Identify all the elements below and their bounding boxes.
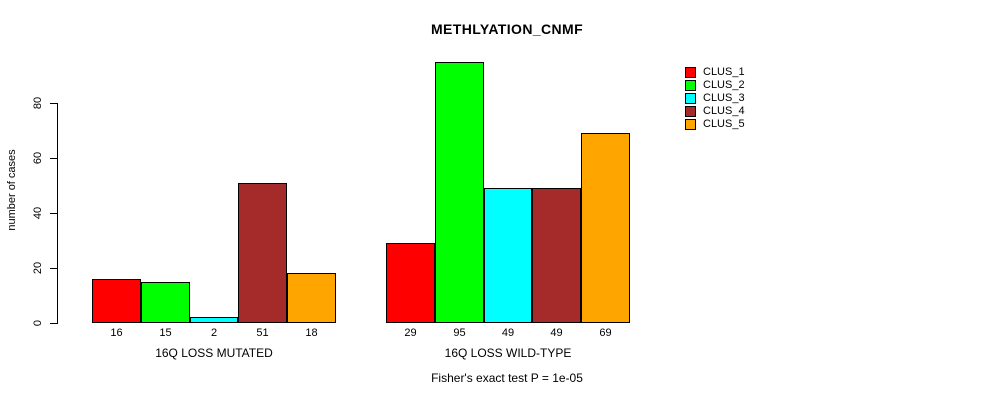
bar-value-label: 16 — [110, 327, 123, 339]
bar-clus_1-group1 — [92, 279, 141, 323]
legend-swatch-clus_4 — [685, 106, 696, 117]
legend-swatch-clus_1 — [685, 67, 696, 78]
bar-value-label: 69 — [599, 327, 612, 339]
y-axis-label: number of cases — [6, 149, 18, 231]
y-axis-tick-label: 60 — [32, 151, 44, 165]
x-group-label: 16Q LOSS WILD-TYPE — [444, 346, 572, 360]
bar-value-label: 15 — [159, 327, 172, 339]
bar-value-label: 49 — [501, 327, 515, 339]
legend-swatch-clus_5 — [685, 119, 696, 130]
legend-swatch-clus_2 — [685, 80, 696, 91]
y-axis-tick — [50, 268, 58, 269]
y-axis-tick — [50, 103, 58, 104]
bar-clus_3-group2 — [484, 188, 532, 323]
bar-value-label: 2 — [210, 327, 218, 339]
bar-value-label: 49 — [550, 327, 563, 339]
y-axis-tick-label: 0 — [32, 319, 44, 327]
legend-item-label: CLUS_3 — [703, 92, 745, 104]
bar-value-label: 29 — [404, 327, 417, 339]
bar-clus_2-group2 — [435, 62, 484, 323]
y-axis-tick-label: 80 — [32, 96, 44, 110]
bar-value-label: 18 — [305, 327, 318, 339]
legend-item-label: CLUS_1 — [703, 66, 745, 78]
bar-value-label: 95 — [453, 327, 466, 339]
legend-item-label: CLUS_5 — [703, 118, 745, 130]
bar-clus_3-group1 — [190, 317, 238, 323]
y-axis-tick — [50, 158, 58, 159]
bar-clus_2-group1 — [141, 282, 190, 323]
fisher-test-annotation: Fisher's exact test P = 1e-05 — [431, 371, 583, 385]
bar-clus_1-group2 — [386, 243, 435, 323]
bar-clus_5-group1 — [287, 273, 336, 323]
chart-title: METHLYATION_CNMF — [430, 21, 584, 37]
bar-clus_5-group2 — [581, 133, 630, 323]
legend-item-label: CLUS_4 — [703, 105, 745, 117]
y-axis-tick — [50, 323, 58, 324]
bar-clus_4-group2 — [532, 188, 581, 323]
x-group-label: 16Q LOSS MUTATED — [155, 346, 273, 360]
y-axis-tick — [50, 213, 58, 214]
legend-item-label: CLUS_2 — [703, 79, 745, 91]
y-axis-tick-label: 40 — [32, 206, 44, 220]
legend-swatch-clus_3 — [685, 93, 696, 104]
y-axis-tick-label: 20 — [32, 261, 44, 275]
bar-clus_4-group1 — [238, 183, 287, 323]
bar-value-label: 51 — [256, 327, 269, 339]
